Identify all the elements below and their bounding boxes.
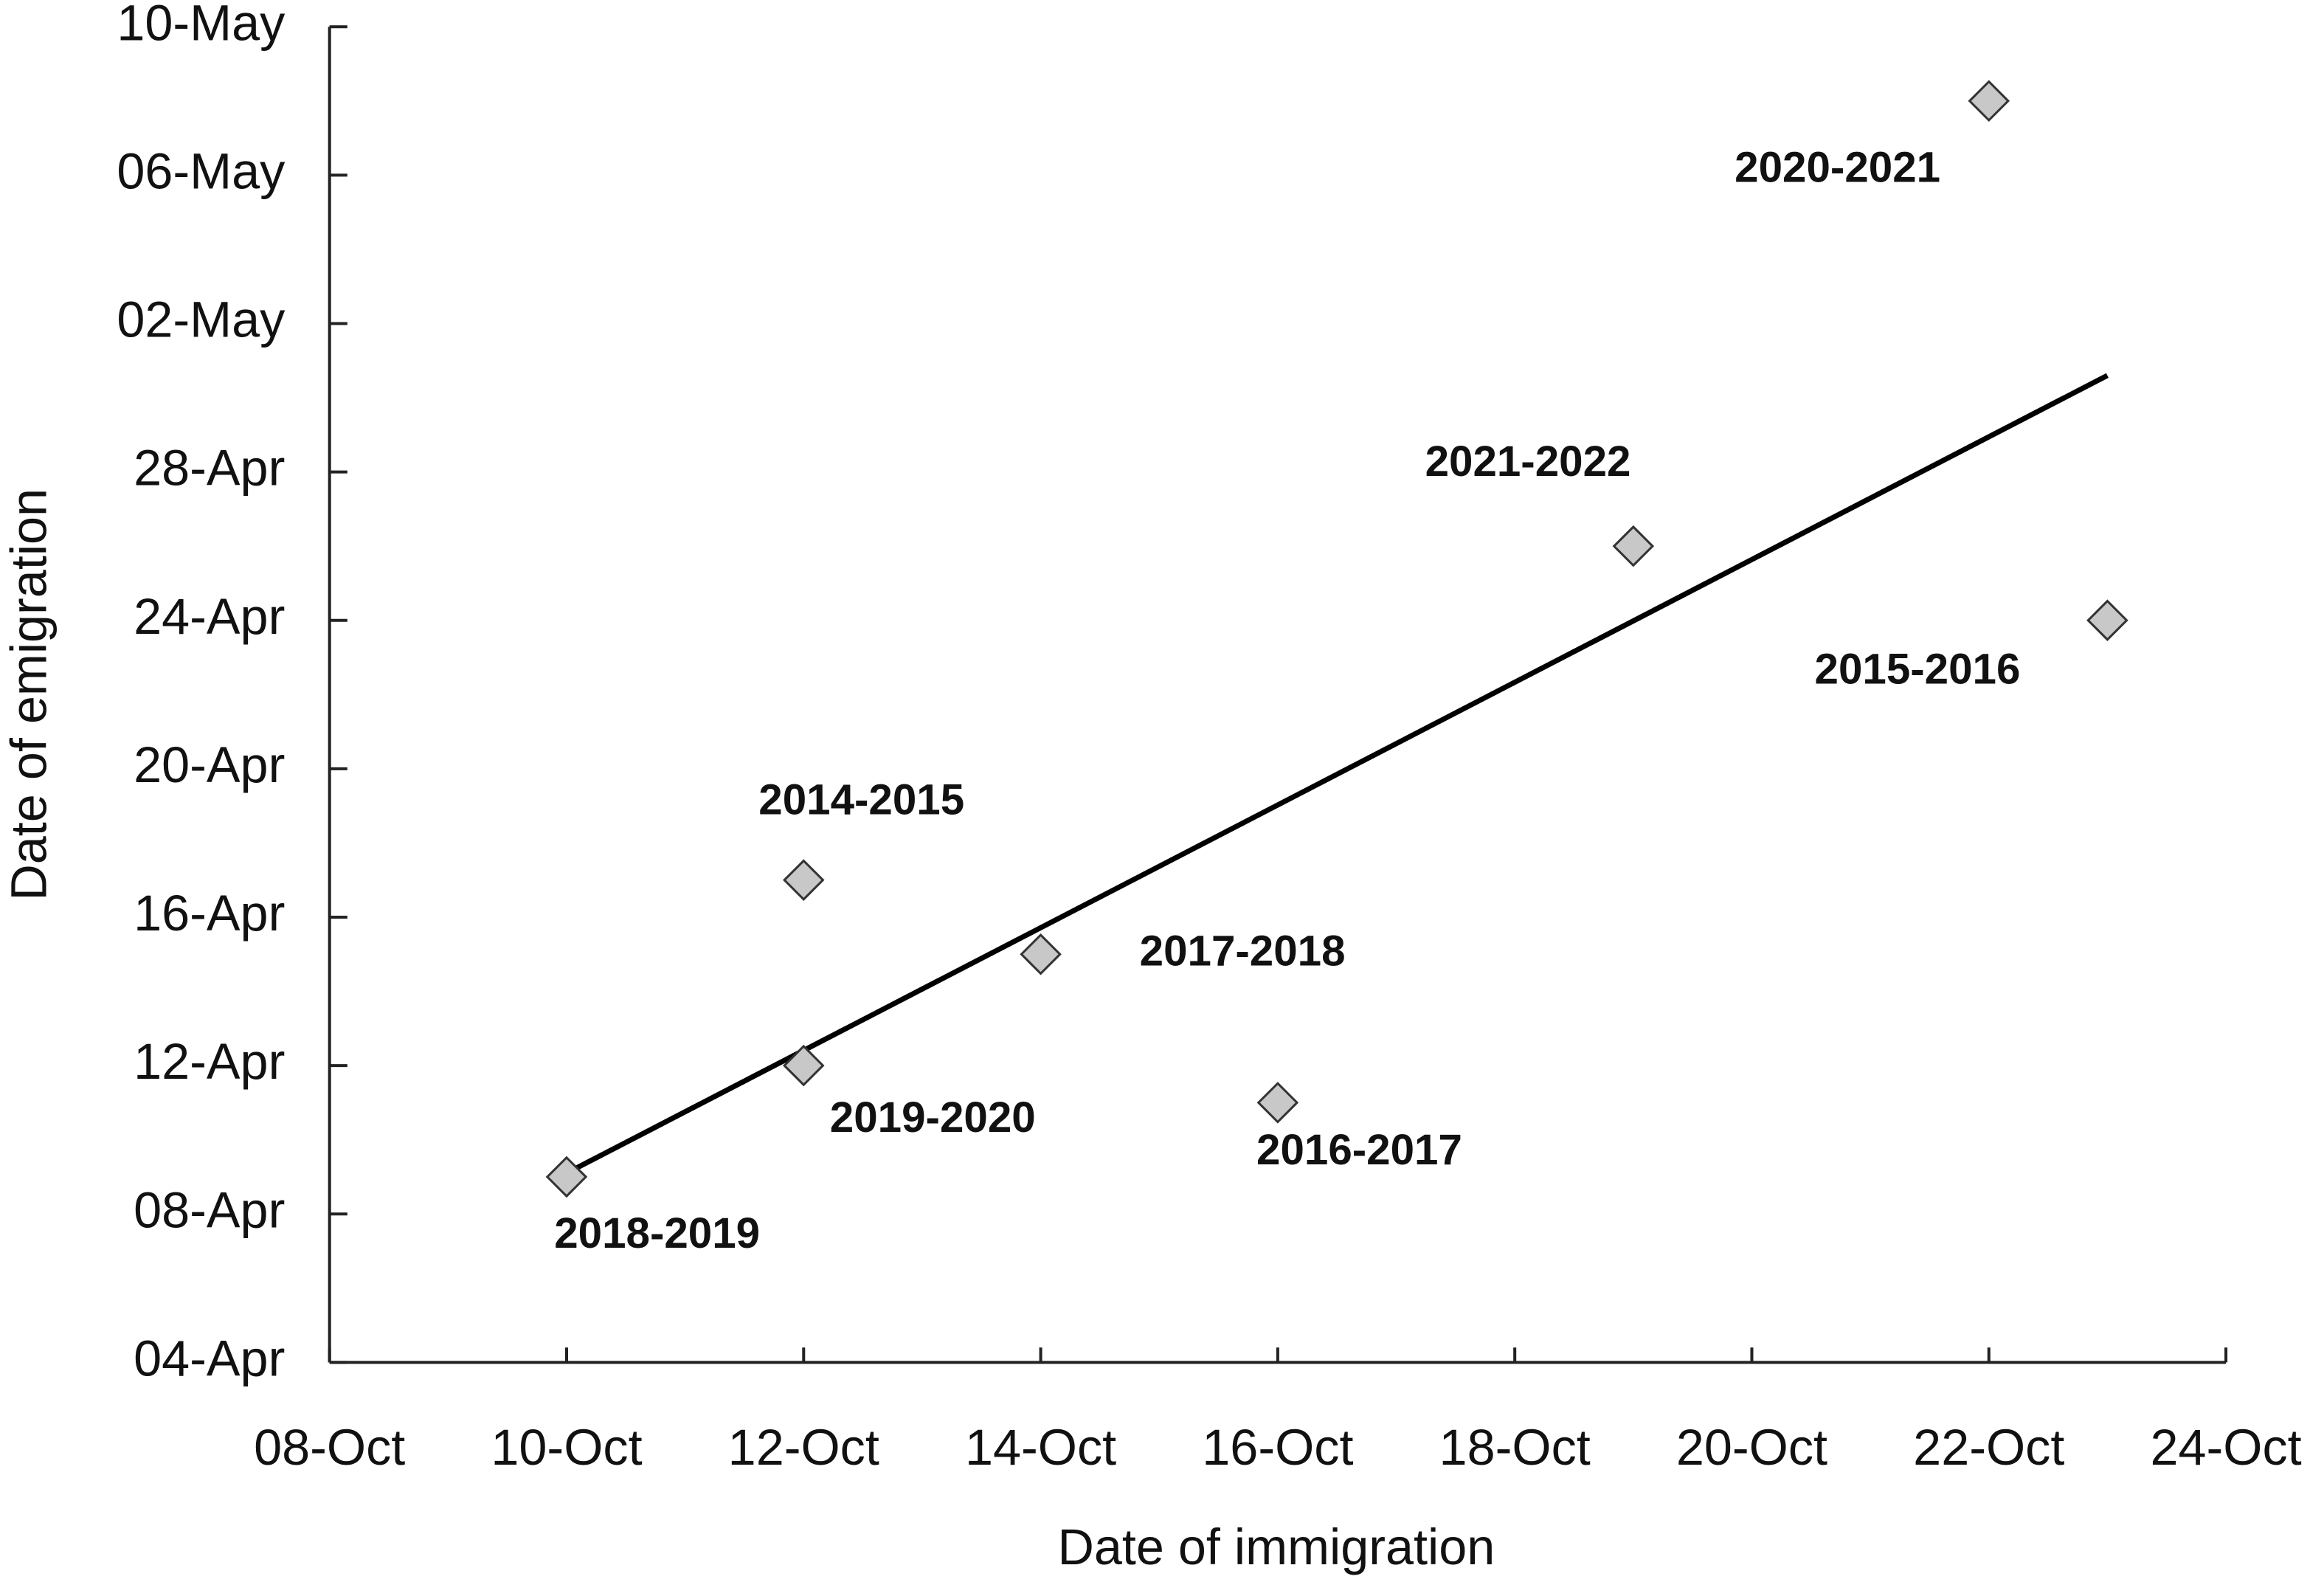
data-point — [1020, 933, 1062, 975]
x-tick-label: 22-Oct — [1913, 1420, 2064, 1476]
x-tick-label: 08-Oct — [254, 1420, 405, 1476]
data-point — [1968, 80, 2010, 122]
x-tick-label: 16-Oct — [1202, 1420, 1353, 1476]
data-point — [2086, 599, 2128, 641]
x-tick-label: 14-Oct — [965, 1420, 1116, 1476]
data-point — [1612, 525, 1655, 567]
x-tick-label: 12-Oct — [728, 1420, 879, 1476]
y-tick-label: 04-Apr — [134, 1330, 285, 1386]
y-tick-label: 06-May — [117, 143, 286, 199]
y-tick-label: 16-Apr — [134, 885, 285, 942]
x-tick-label: 18-Oct — [1439, 1420, 1591, 1476]
trendline — [565, 373, 2109, 1176]
x-axis-title: Date of immigration — [1057, 1519, 1495, 1575]
x-tick-label: 10-Oct — [491, 1420, 642, 1476]
data-point — [783, 859, 825, 901]
x-tick-label: 24-Oct — [2150, 1420, 2301, 1476]
point-label: 2020-2021 — [1735, 144, 1940, 192]
point-label: 2017-2018 — [1140, 928, 1346, 975]
y-tick-label: 12-Apr — [134, 1034, 285, 1090]
y-tick-label: 20-Apr — [134, 737, 285, 793]
point-label: 2021-2022 — [1425, 438, 1631, 486]
point-label: 2015-2016 — [1815, 646, 2021, 694]
y-axis-title: Date of emigration — [1, 488, 57, 901]
point-label: 2019-2020 — [830, 1094, 1036, 1141]
y-tick-label: 10-May — [117, 0, 286, 51]
y-tick-label: 28-Apr — [134, 441, 285, 497]
y-tick-label: 08-Apr — [134, 1182, 285, 1238]
data-point — [545, 1156, 588, 1198]
point-label: 2014-2015 — [758, 776, 964, 823]
y-tick-label: 02-May — [117, 292, 286, 348]
data-point — [1256, 1082, 1299, 1124]
x-tick-label: 20-Oct — [1676, 1420, 1827, 1476]
point-label: 2016-2017 — [1256, 1126, 1462, 1174]
point-label: 2018-2019 — [554, 1209, 760, 1257]
data-point — [783, 1044, 825, 1087]
y-tick-label: 24-Apr — [134, 589, 285, 645]
